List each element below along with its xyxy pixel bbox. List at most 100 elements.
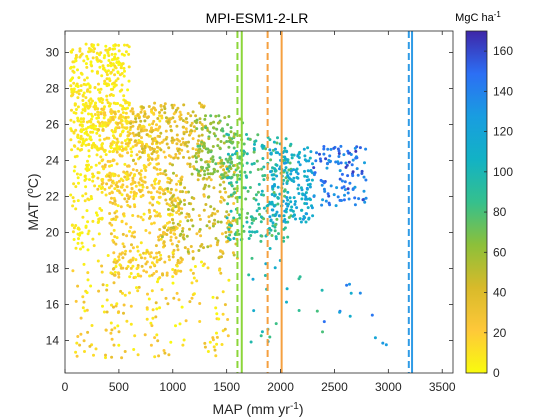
scatter-point (158, 258, 162, 262)
scatter-point (110, 191, 114, 195)
scatter-point (138, 253, 142, 257)
scatter-point (303, 193, 307, 197)
scatter-point (271, 187, 275, 191)
scatter-point (74, 224, 78, 227)
scatter-point (75, 354, 79, 358)
scatter-point (164, 173, 168, 177)
scatter-point (273, 194, 277, 198)
scatter-point (159, 253, 163, 257)
scatter-point (191, 293, 195, 297)
scatter-point (211, 222, 215, 226)
scatter-point (192, 125, 196, 129)
scatter-point (81, 99, 85, 102)
scatter-point (238, 177, 242, 181)
scatter-point (109, 321, 113, 325)
scatter-point (155, 140, 159, 144)
scatter-point (71, 60, 75, 64)
scatter-point (192, 197, 196, 200)
scatter-point (284, 137, 288, 141)
scatter-point (91, 143, 95, 147)
scatter-point (163, 107, 167, 111)
scatter-point (71, 69, 75, 73)
scatter-point (147, 163, 151, 167)
scatter-point (329, 147, 333, 151)
scatter-point (216, 144, 220, 148)
scatter-point (197, 230, 201, 233)
scatter-point (229, 176, 233, 180)
scatter-point (169, 178, 173, 182)
scatter-point (139, 169, 143, 173)
scatter-point (134, 114, 138, 118)
scatter-point (152, 263, 156, 267)
scatter-point (81, 194, 85, 198)
scatter-point (218, 268, 221, 272)
scatter-point (117, 174, 121, 178)
scatter-point (169, 227, 173, 231)
scatter-point (90, 69, 94, 73)
scatter-point (96, 113, 100, 117)
scatter-point (145, 317, 149, 321)
scatter-point (120, 123, 124, 127)
scatter-point (358, 146, 362, 150)
scatter-point (73, 144, 77, 148)
scatter-point (181, 137, 185, 141)
scatter-point (163, 155, 167, 159)
scatter-point (275, 217, 279, 221)
scatter-point (328, 154, 332, 158)
scatter-point (283, 218, 287, 221)
scatter-point (127, 141, 131, 145)
scatter-point (225, 140, 229, 143)
scatter-point (150, 261, 154, 265)
scatter-point (255, 159, 259, 163)
scatter-point (229, 209, 233, 213)
scatter-point (113, 270, 117, 274)
scatter-point (215, 312, 219, 316)
scatter-point (96, 176, 100, 180)
scatter-point (134, 258, 138, 262)
scatter-point (282, 189, 286, 193)
scatter-point (72, 87, 76, 91)
scatter-point (177, 240, 181, 244)
scatter-point (338, 310, 342, 314)
scatter-point (350, 163, 354, 167)
scatter-point (85, 89, 89, 93)
scatter-point (321, 330, 324, 334)
scatter-point (80, 129, 84, 132)
scatter-point (183, 203, 187, 206)
scatter-point (151, 139, 155, 143)
scatter-point (96, 70, 99, 74)
scatter-point (73, 155, 77, 159)
scatter-point (147, 297, 151, 301)
scatter-point (144, 165, 148, 169)
scatter-point (178, 223, 182, 227)
scatter-point (269, 170, 272, 174)
scatter-point (126, 130, 130, 134)
scatter-point (219, 140, 223, 143)
scatter-point (227, 145, 231, 149)
scatter-point (132, 348, 136, 351)
scatter-point (89, 97, 93, 101)
scatter-point (126, 144, 130, 148)
scatter-point (346, 187, 350, 191)
scatter-point (195, 127, 199, 131)
scatter-point (205, 224, 209, 228)
scatter-point (79, 120, 83, 124)
scatter-point (364, 147, 368, 151)
scatter-point (154, 128, 158, 132)
scatter-point (184, 120, 188, 124)
scatter-point (353, 203, 357, 207)
scatter-point (284, 166, 288, 170)
scatter-point (158, 306, 162, 310)
scatter-point (120, 145, 124, 149)
scatter-point (208, 160, 211, 164)
scatter-point (289, 200, 293, 204)
scatter-point (169, 231, 173, 234)
scatter-point (110, 116, 114, 119)
scatter-point (159, 148, 163, 152)
scatter-point (139, 110, 143, 114)
scatter-point (285, 287, 289, 291)
scatter-point (111, 201, 115, 205)
scatter-point (322, 320, 326, 324)
scatter-point (97, 128, 101, 132)
scatter-point (384, 343, 388, 347)
